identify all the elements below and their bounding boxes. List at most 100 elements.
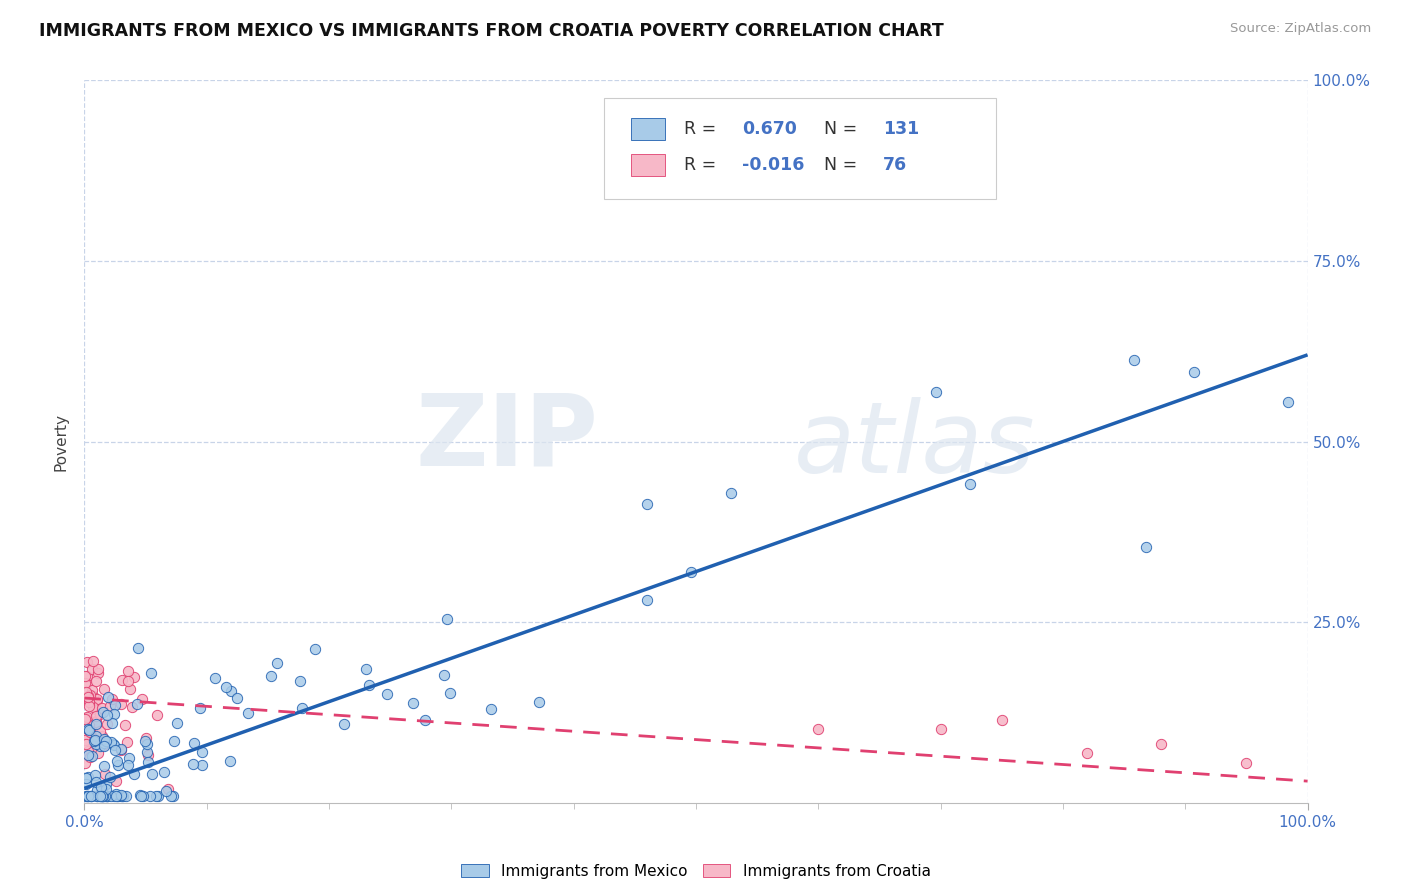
Point [136, 755, 159, 769]
Point [77, 747, 100, 762]
Point [84, 729, 107, 743]
Point [288, 674, 311, 689]
Point [679, 566, 702, 580]
Point [86, 692, 108, 706]
Point [127, 640, 149, 655]
Point [86, 746, 108, 760]
Point [75, 721, 97, 735]
Point [77, 698, 100, 713]
Point [115, 735, 138, 749]
Point [84, 767, 107, 781]
Point [77, 689, 100, 703]
Point [73, 733, 96, 747]
Point [93, 789, 115, 803]
Point [73, 712, 96, 726]
Text: N =: N = [824, 120, 863, 137]
Point [135, 731, 157, 745]
Point [93, 732, 115, 747]
Point [80, 722, 103, 736]
Point [110, 697, 132, 711]
Point [166, 716, 188, 731]
Point [148, 789, 170, 803]
Point [84, 673, 107, 688]
Point [134, 734, 156, 748]
Point [75, 738, 97, 752]
Point [93, 766, 115, 780]
Point [82, 699, 104, 714]
Point [1236, 756, 1258, 771]
Point [91, 789, 114, 803]
Point [105, 789, 128, 803]
Point [238, 706, 260, 721]
Point [103, 789, 125, 803]
Point [91, 700, 114, 714]
Point [77, 744, 100, 758]
Point [104, 743, 127, 757]
Point [80, 789, 103, 803]
Point [82, 683, 104, 698]
Point [145, 789, 167, 803]
Point [959, 476, 981, 491]
Point [101, 737, 124, 751]
Point [79, 689, 101, 703]
Point [219, 684, 242, 698]
Point [191, 745, 214, 759]
Point [720, 485, 742, 500]
Point [181, 756, 204, 771]
Point [807, 722, 830, 736]
Point [107, 758, 129, 772]
Point [162, 789, 184, 803]
Point [77, 723, 100, 737]
Text: N =: N = [824, 156, 863, 174]
Point [100, 789, 122, 803]
Point [110, 789, 132, 803]
Point [83, 732, 105, 747]
Point [76, 655, 98, 669]
Point [90, 735, 112, 749]
Point [75, 789, 97, 803]
Y-axis label: Poverty: Poverty [53, 412, 69, 471]
Point [80, 749, 103, 764]
Point [97, 690, 120, 705]
Point [413, 713, 436, 727]
Point [76, 675, 98, 690]
Point [73, 676, 96, 690]
Point [84, 717, 107, 731]
Point [136, 747, 159, 762]
Point [183, 736, 205, 750]
Point [111, 789, 134, 803]
Point [105, 787, 128, 801]
Point [73, 711, 96, 725]
Point [110, 789, 132, 803]
Legend: Immigrants from Mexico, Immigrants from Croatia: Immigrants from Mexico, Immigrants from … [456, 857, 936, 885]
FancyBboxPatch shape [631, 118, 665, 139]
Point [89, 723, 111, 738]
Point [112, 789, 135, 803]
Point [75, 728, 97, 742]
Point [188, 701, 211, 715]
Point [215, 680, 238, 694]
Point [90, 783, 112, 797]
Point [204, 671, 226, 685]
Point [77, 718, 100, 732]
Text: 131: 131 [883, 120, 920, 137]
Point [82, 690, 104, 704]
Point [96, 708, 118, 723]
Text: atlas: atlas [794, 397, 1035, 493]
Point [80, 741, 103, 756]
Point [89, 789, 111, 803]
Point [87, 662, 110, 676]
Point [104, 698, 127, 712]
Point [76, 789, 98, 803]
Point [146, 707, 169, 722]
Text: R =: R = [683, 156, 721, 174]
FancyBboxPatch shape [631, 154, 665, 176]
Point [96, 717, 118, 731]
Point [219, 754, 242, 768]
Text: Source: ZipAtlas.com: Source: ZipAtlas.com [1230, 22, 1371, 36]
Point [135, 737, 157, 751]
Point [100, 716, 122, 731]
Point [91, 739, 114, 753]
Point [77, 696, 100, 710]
Point [75, 772, 97, 786]
